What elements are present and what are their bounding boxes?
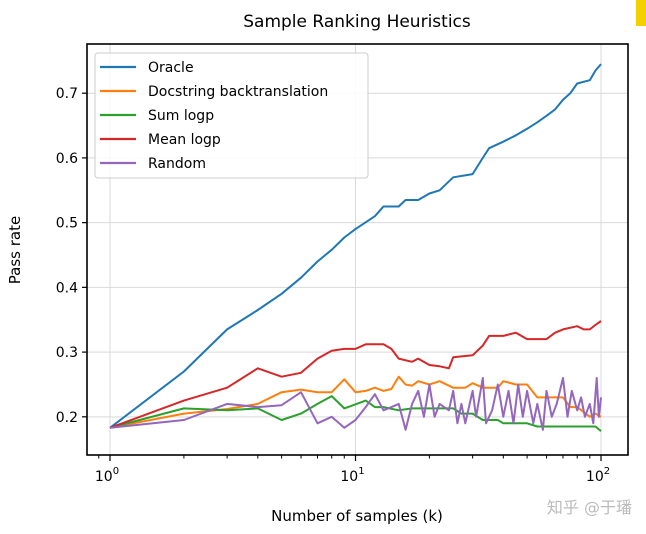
y-tick-label: 0.2: [56, 410, 78, 426]
legend-label: Sum logp: [148, 108, 214, 124]
y-tick-label: 0.5: [56, 216, 78, 232]
axes-frame: [86, 43, 629, 456]
series-line-oracle: [109, 63, 602, 429]
y-tick-label: 0.7: [56, 86, 78, 102]
legend-label: Oracle: [148, 60, 194, 76]
corner-marker: [636, 0, 646, 26]
x-axis-label: Number of samples (k): [271, 507, 443, 525]
series-line-sum-logp: [109, 395, 602, 432]
legend-label: Docstring backtranslation: [148, 84, 328, 100]
x-tick-label: 101: [340, 466, 364, 485]
series-line-random: [109, 377, 602, 431]
series-line-mean-logp: [109, 320, 602, 429]
series-line-docstring-backtranslation: [109, 375, 602, 429]
chart-title: Sample Ranking Heuristics: [243, 12, 471, 32]
y-axis-label: Pass rate: [6, 216, 24, 284]
legend-label: Mean logp: [148, 132, 221, 148]
y-tick-label: 0.6: [56, 151, 78, 167]
x-tick-label: 102: [586, 466, 610, 485]
legend: Oracle Docstring backtranslation Sum logp M…: [94, 52, 369, 179]
y-tick-label: 0.4: [56, 280, 78, 296]
watermark: 知乎 @于璠: [547, 498, 632, 517]
legend-box: [94, 52, 369, 179]
legend-label: Random: [148, 156, 206, 172]
x-tick-label: 100: [95, 466, 119, 485]
y-tick-label: 0.3: [56, 345, 78, 361]
ticks: 0.2 0.3 0.4 0.5 0.6 0.7 100 101 102: [56, 86, 610, 485]
series-lines: [109, 63, 602, 432]
